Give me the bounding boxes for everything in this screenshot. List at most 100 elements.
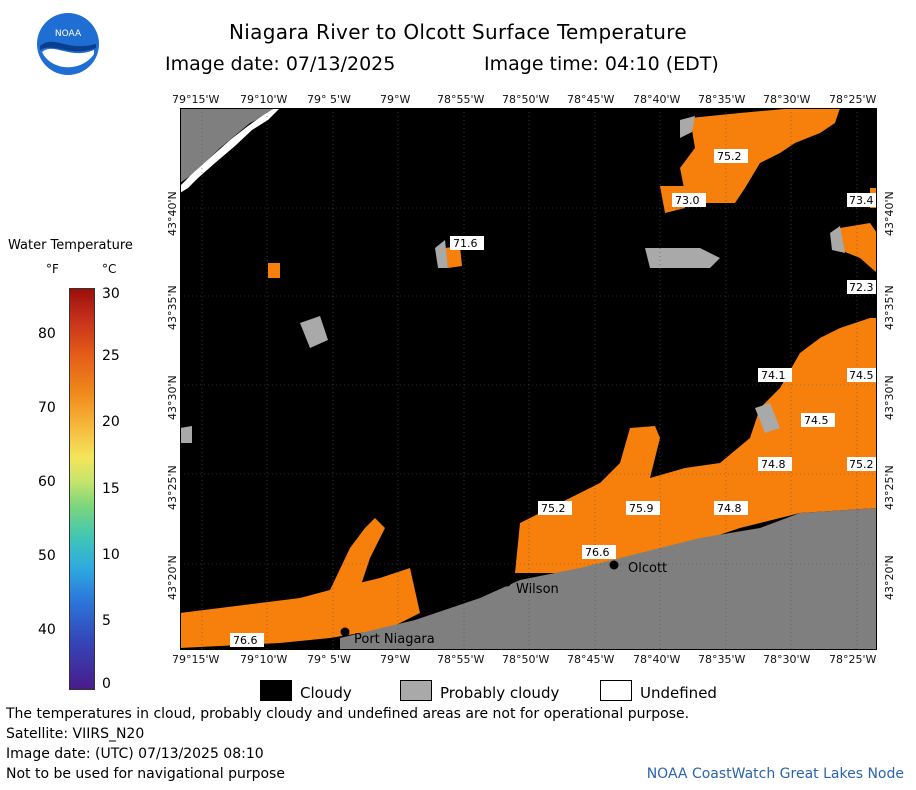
lon-label-bottom: 78°25'W <box>829 653 877 666</box>
lon-label-bottom: 78°45'W <box>567 653 615 666</box>
legend-tick-c: 0 <box>102 676 111 692</box>
legend-tick-c: 10 <box>102 547 120 563</box>
lon-label-top: 78°50'W <box>502 93 550 106</box>
legend-tick-f: 80 <box>38 326 56 342</box>
place-label-wilson: Wilson <box>516 582 559 597</box>
legend-title: Water Temperature <box>8 238 133 253</box>
lat-label-right: 43°20'N <box>883 555 896 600</box>
map-frame <box>180 108 877 650</box>
temp-label: 73.0 <box>675 194 700 207</box>
warm-water-area <box>835 223 877 273</box>
lon-label-top: 79°W <box>380 93 411 106</box>
footer-disclaimer: The temperatures in cloud, probably clou… <box>6 706 690 722</box>
wilson-marker <box>502 577 512 587</box>
land-area <box>340 508 877 650</box>
temp-label: 75.2 <box>541 502 566 515</box>
footer-utc-date: Image date: (UTC) 07/13/2025 08:10 <box>6 746 264 762</box>
lon-label-bottom: 79°10'W <box>240 653 288 666</box>
temp-label: 75.2 <box>849 458 874 471</box>
legend-tick-f: 50 <box>38 548 56 564</box>
temp-label: 75.9 <box>629 502 654 515</box>
legend-tick-f: 40 <box>38 622 56 638</box>
warm-water-area <box>330 518 385 590</box>
legend-unit-c: °C <box>102 262 117 276</box>
key-label-cloudy: Cloudy <box>300 684 352 702</box>
lat-label-left: 43°20'N <box>166 555 179 600</box>
lat-label-right: 43°30'N <box>883 375 896 420</box>
key-swatch-probably-cloudy <box>400 680 432 701</box>
footer-credit: NOAA CoastWatch Great Lakes Node <box>646 766 904 782</box>
temp-label: 76.6 <box>233 634 258 647</box>
probably-cloudy-area <box>300 316 328 348</box>
temp-label: 72.3 <box>849 281 874 294</box>
temp-label: 73.4 <box>849 194 874 207</box>
temp-label: 75.2 <box>717 150 742 163</box>
place-label-olcott: Olcott <box>628 561 667 576</box>
lon-label-bottom: 79°15'W <box>172 653 220 666</box>
key-label-undefined: Undefined <box>640 684 717 702</box>
land-area <box>180 108 275 183</box>
probably-cloudy-area <box>830 226 845 253</box>
probably-cloudy-area <box>435 240 448 268</box>
probably-cloudy-area <box>180 426 192 443</box>
lon-label-bottom: 78°50'W <box>502 653 550 666</box>
legend-tick-c: 15 <box>102 481 120 497</box>
key-swatch-cloudy <box>260 680 292 701</box>
lat-label-right: 43°40'N <box>883 191 896 236</box>
place-label-port-niagara: Port Niagara <box>354 632 435 647</box>
footer-satellite: Satellite: VIIRS_N20 <box>6 726 145 742</box>
lat-lon-grid <box>180 108 877 650</box>
temp-label: 74.5 <box>804 414 829 427</box>
legend-tick-f: 70 <box>38 400 56 416</box>
lat-label-left: 43°25'N <box>166 465 179 510</box>
warm-water-area <box>270 603 305 633</box>
noaa-logo-text: NOAA <box>55 29 82 39</box>
lon-label-top: 78°40'W <box>633 93 681 106</box>
lat-label-right: 43°25'N <box>883 465 896 510</box>
page-title: Niagara River to Olcott Surface Temperat… <box>229 20 687 44</box>
lon-label-top: 78°25'W <box>829 93 877 106</box>
lon-label-bottom: 78°55'W <box>437 653 485 666</box>
lat-label-left: 43°30'N <box>166 375 179 420</box>
color-scale-bar <box>69 288 95 690</box>
lat-label-left: 43°35'N <box>166 285 179 330</box>
lon-label-bottom: 78°40'W <box>633 653 681 666</box>
temp-label: 74.1 <box>761 369 786 382</box>
lon-label-top: 79° 5'W <box>307 93 351 106</box>
temp-label: 74.8 <box>717 502 742 515</box>
warm-water-area <box>445 246 462 268</box>
image-time: Image time: 04:10 (EDT) <box>484 53 719 75</box>
temp-label: 74.5 <box>849 369 874 382</box>
lon-label-bottom: 78°35'W <box>698 653 746 666</box>
lon-label-top: 78°55'W <box>437 93 485 106</box>
legend-unit-f: °F <box>46 262 59 276</box>
lon-label-bottom: 79° 5'W <box>307 653 351 666</box>
image-date: Image date: 07/13/2025 <box>165 53 396 75</box>
legend-tick-c: 25 <box>102 348 120 364</box>
probably-cloudy-area <box>645 248 720 268</box>
lon-label-bottom: 78°30'W <box>763 653 811 666</box>
legend-tick-c: 30 <box>102 286 120 302</box>
lon-label-top: 78°35'W <box>698 93 746 106</box>
lat-label-left: 43°40'N <box>166 191 179 236</box>
probably-cloudy-area <box>755 403 780 433</box>
footer-nav-warning: Not to be used for navigational purpose <box>6 766 285 782</box>
temp-label: 74.8 <box>761 458 786 471</box>
legend-tick-c: 5 <box>102 613 111 629</box>
lon-label-top: 79°10'W <box>240 93 288 106</box>
temperature-labels: 75.2 73.0 73.4 71.6 72.3 74.1 74.5 74.5 … <box>230 149 877 647</box>
warm-water-area <box>680 108 840 203</box>
temp-label: 76.6 <box>585 546 610 559</box>
lon-label-top: 79°15'W <box>172 93 220 106</box>
olcott-marker <box>609 560 619 570</box>
port-niagara-marker <box>340 627 350 637</box>
lat-label-right: 43°35'N <box>883 285 896 330</box>
undefined-area <box>180 108 280 193</box>
noaa-logo: NOAA <box>37 13 99 75</box>
probably-cloudy-area <box>680 116 695 138</box>
key-swatch-undefined <box>600 680 632 701</box>
temp-label: 71.6 <box>453 237 478 250</box>
key-label-probably-cloudy: Probably cloudy <box>440 684 560 702</box>
temperature-map: 75.2 73.0 73.4 71.6 72.3 74.1 74.5 74.5 … <box>180 108 877 650</box>
lon-label-top: 78°30'W <box>763 93 811 106</box>
